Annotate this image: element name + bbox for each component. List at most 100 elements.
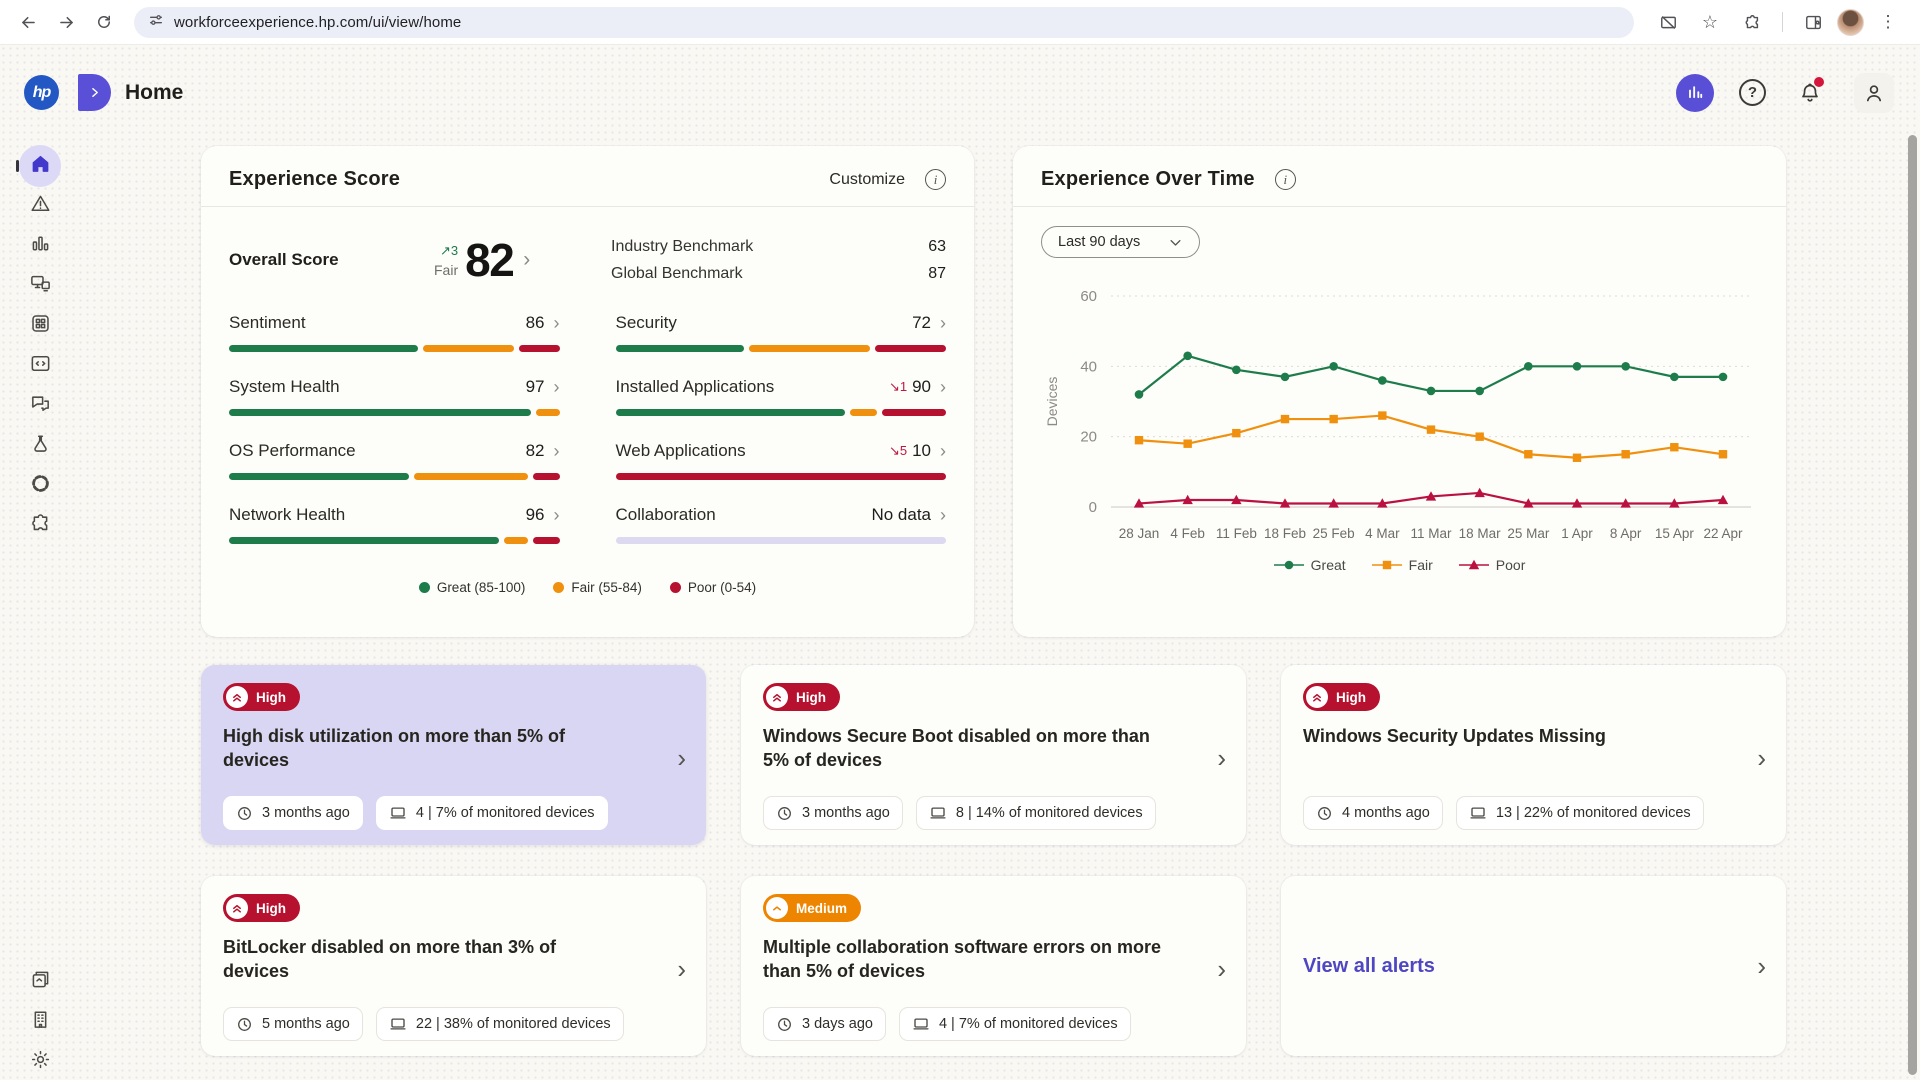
alert-title: Windows Secure Boot disabled on more tha… — [763, 726, 1150, 770]
sidebar-item-scripts[interactable] — [0, 346, 80, 386]
metric-value: 90 — [912, 377, 931, 396]
browser-menu-icon[interactable]: ⋮ — [1879, 12, 1897, 31]
legend-dot-icon — [418, 582, 430, 593]
metric-web-applications[interactable]: Web Applications ↘5 10 › — [615, 441, 946, 480]
browser-reload-button[interactable] — [86, 4, 122, 40]
svg-text:20: 20 — [1080, 429, 1097, 446]
alert-title: Multiple collaboration software errors o… — [763, 937, 1162, 981]
experience-over-time-title: Experience Over Time — [1041, 168, 1255, 190]
date-range-dropdown[interactable]: Last 90 days — [1041, 226, 1201, 258]
site-settings-icon[interactable] — [148, 12, 164, 33]
bar-segment-great — [229, 409, 532, 416]
overall-rating: Fair — [434, 261, 459, 278]
sidebar-item-settings[interactable] — [0, 1042, 80, 1080]
info-icon[interactable]: i — [925, 169, 946, 190]
alert-devices-chip: 8 | 14% of monitored devices — [915, 796, 1156, 830]
bar-segment-fair — [414, 473, 528, 480]
side-panel-icon[interactable] — [1795, 4, 1831, 40]
bookmark-star-icon[interactable]: ☆ — [1701, 11, 1719, 32]
alert-card[interactable]: High High disk utilization on more than 5… — [201, 665, 706, 845]
device-icon — [930, 807, 946, 819]
applications-icon — [29, 312, 52, 340]
svg-text:1 Apr: 1 Apr — [1561, 526, 1593, 541]
metric-os-performance[interactable]: OS Performance 82 › — [229, 441, 560, 480]
severity-label: High — [256, 689, 286, 705]
legend-marker-icon — [1273, 560, 1304, 570]
metric-distribution-bar — [229, 537, 560, 544]
device-icon — [1470, 807, 1486, 819]
view-all-alerts-card[interactable]: View all alerts › — [1281, 876, 1786, 1056]
page-scrollbar[interactable] — [1908, 135, 1917, 1075]
sidebar-expand-button[interactable] — [78, 74, 111, 111]
alert-card[interactable]: High Windows Security Updates Missing › 4 m… — [1281, 665, 1786, 845]
metric-label: Security — [615, 313, 677, 332]
clock-icon — [238, 806, 251, 820]
bar-segment-poor — [615, 473, 946, 480]
experiments-icon — [29, 432, 52, 460]
chart-legend-item-fair: Fair — [1371, 557, 1433, 573]
severity-badge: Medium — [763, 894, 862, 922]
help-icon[interactable]: ? — [1739, 79, 1766, 106]
metric-installed-applications[interactable]: Installed Applications ↘1 90 › — [615, 377, 947, 416]
alert-card[interactable]: High Windows Secure Boot disabled on more… — [741, 665, 1246, 845]
alert-age-chip: 5 months ago — [223, 1007, 363, 1041]
extensions-icon[interactable] — [1734, 4, 1770, 40]
chevron-down-icon — [1170, 239, 1181, 246]
metric-label: Installed Applications — [615, 377, 775, 396]
browser-back-button[interactable] — [10, 4, 46, 40]
sidebar-item-organization[interactable] — [0, 1002, 80, 1042]
bar-segment-poor — [519, 345, 560, 352]
user-profile-icon[interactable] — [1854, 72, 1894, 113]
resources-icon — [29, 968, 52, 996]
metric-network-health[interactable]: Network Health 96 › — [229, 505, 560, 544]
customize-button[interactable]: Customize — [829, 170, 905, 188]
metric-distribution-bar — [229, 409, 560, 416]
bar-segment-poor — [875, 345, 946, 352]
svg-text:15 Apr: 15 Apr — [1655, 526, 1695, 541]
alert-card[interactable]: High BitLocker disabled on more than 3% o… — [201, 876, 706, 1056]
overall-trend: ↗3 — [439, 242, 459, 258]
metric-collaboration[interactable]: Collaboration No data › — [615, 505, 946, 544]
metric-value: 72 — [912, 313, 931, 332]
insights-button[interactable] — [1676, 73, 1714, 112]
overall-score-label: Overall Score — [229, 250, 339, 269]
sidebar-item-devices[interactable] — [0, 266, 80, 306]
browser-profile-avatar[interactable] — [1837, 8, 1864, 36]
overall-score-row[interactable]: Overall Score ↗3 Fair 82 › Industry Benc… — [229, 237, 946, 283]
bar-segment-fair — [748, 345, 871, 352]
sidebar-item-alerts[interactable] — [0, 186, 80, 226]
address-bar[interactable]: workforceexperience.hp.com/ui/view/home — [134, 6, 1634, 38]
sidebar-item-resources[interactable] — [0, 962, 80, 1002]
alert-devices-chip: 4 | 7% of monitored devices — [375, 796, 608, 830]
legend-item: Poor (0-54) — [669, 580, 756, 595]
notifications-bell-icon[interactable] — [1791, 74, 1829, 112]
home-icon — [29, 152, 52, 180]
bar-segment-great — [615, 409, 845, 416]
alert-card[interactable]: Medium Multiple collaboration software er… — [741, 876, 1246, 1056]
cast-unavailable-icon[interactable] — [1650, 4, 1686, 40]
svg-text:60: 60 — [1080, 288, 1097, 305]
sidebar-item-add-ons[interactable] — [0, 506, 80, 546]
metric-sentiment[interactable]: Sentiment 86 › — [229, 313, 560, 352]
svg-text:0: 0 — [1089, 499, 1097, 516]
sidebar-item-analytics[interactable] — [0, 226, 80, 266]
metric-distribution-bar — [615, 409, 947, 416]
info-icon[interactable]: i — [1274, 169, 1296, 190]
metric-security[interactable]: Security 72 › — [615, 313, 946, 352]
metric-label: Web Applications — [615, 441, 746, 460]
sidebar-item-messages[interactable] — [0, 386, 80, 426]
severity-label: High — [796, 689, 826, 705]
sidebar-navigation — [0, 145, 80, 546]
metric-value: 82 — [525, 441, 545, 460]
browser-forward-button[interactable] — [48, 4, 84, 40]
metric-system-health[interactable]: System Health 97 › — [229, 377, 560, 416]
global-benchmark-row: Global Benchmark 87 — [611, 264, 946, 282]
sidebar-item-applications[interactable] — [0, 306, 80, 346]
sidebar-item-experiments[interactable] — [0, 426, 80, 466]
view-all-alerts-link[interactable]: View all alerts — [1303, 954, 1435, 977]
sidebar-item-home[interactable] — [0, 145, 80, 187]
clock-icon — [238, 1017, 251, 1031]
severity-high-icon — [766, 686, 788, 708]
sidebar-item-integrations[interactable] — [0, 466, 80, 506]
metric-label: Collaboration — [615, 505, 716, 524]
